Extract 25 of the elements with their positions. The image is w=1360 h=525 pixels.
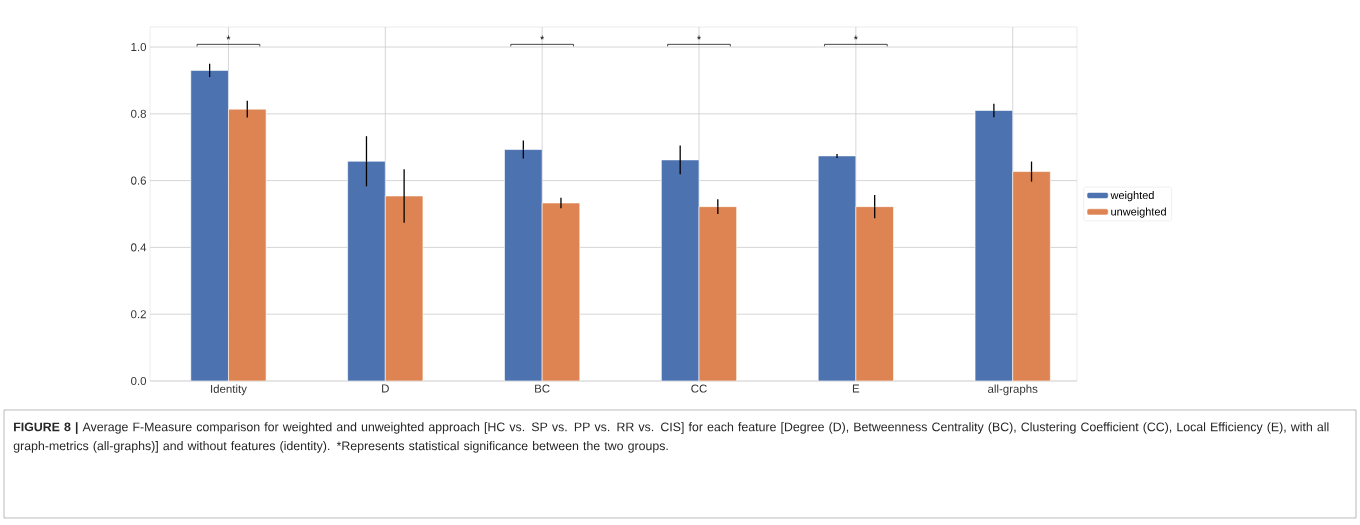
y-tick-label: 0.6 bbox=[131, 176, 146, 185]
text: FIGURE 8 | Average F-Measure comparison for weighted and unweighted approach [HC vs. SP vs. PP vs. RR vs. CIS] for each feature [Degree (D), Betweenness Centrality (BC), Clustering Coefficient (CC), Local Efficiency (E), with all graph-metrics (all-graphs)] and without features (identity). *Represents statistical significance between the two groups. bbox=[13, 422, 1329, 453]
y-tick-label: 0.0 bbox=[131, 376, 147, 386]
x-tick-label: Identity bbox=[211, 384, 247, 396]
annotation: * bbox=[697, 35, 701, 40]
bar bbox=[1012, 171, 1051, 381]
y-tick-label: 1.0 bbox=[131, 42, 147, 52]
x-tick-label: E bbox=[852, 384, 860, 393]
bar bbox=[855, 206, 894, 381]
y-tick-label: 0.4 bbox=[131, 243, 147, 252]
bar bbox=[698, 206, 737, 381]
y-tick-label: 0.2 bbox=[131, 310, 146, 319]
annotation: * bbox=[226, 35, 231, 40]
x-tick-label: BC bbox=[535, 384, 550, 393]
x-tick-label: D bbox=[382, 384, 389, 393]
x-tick-label: CC bbox=[691, 384, 707, 393]
y-tick-label: 0.8 bbox=[131, 109, 146, 118]
legend-label: unweighted bbox=[1111, 207, 1166, 218]
annotation: * bbox=[853, 35, 858, 40]
x-tick-label: all-graphs bbox=[988, 384, 1038, 396]
bar bbox=[384, 195, 424, 381]
annotation: * bbox=[540, 35, 545, 40]
bar bbox=[541, 202, 581, 381]
bar bbox=[228, 108, 267, 381]
legend-label: weighted bbox=[1110, 191, 1154, 202]
